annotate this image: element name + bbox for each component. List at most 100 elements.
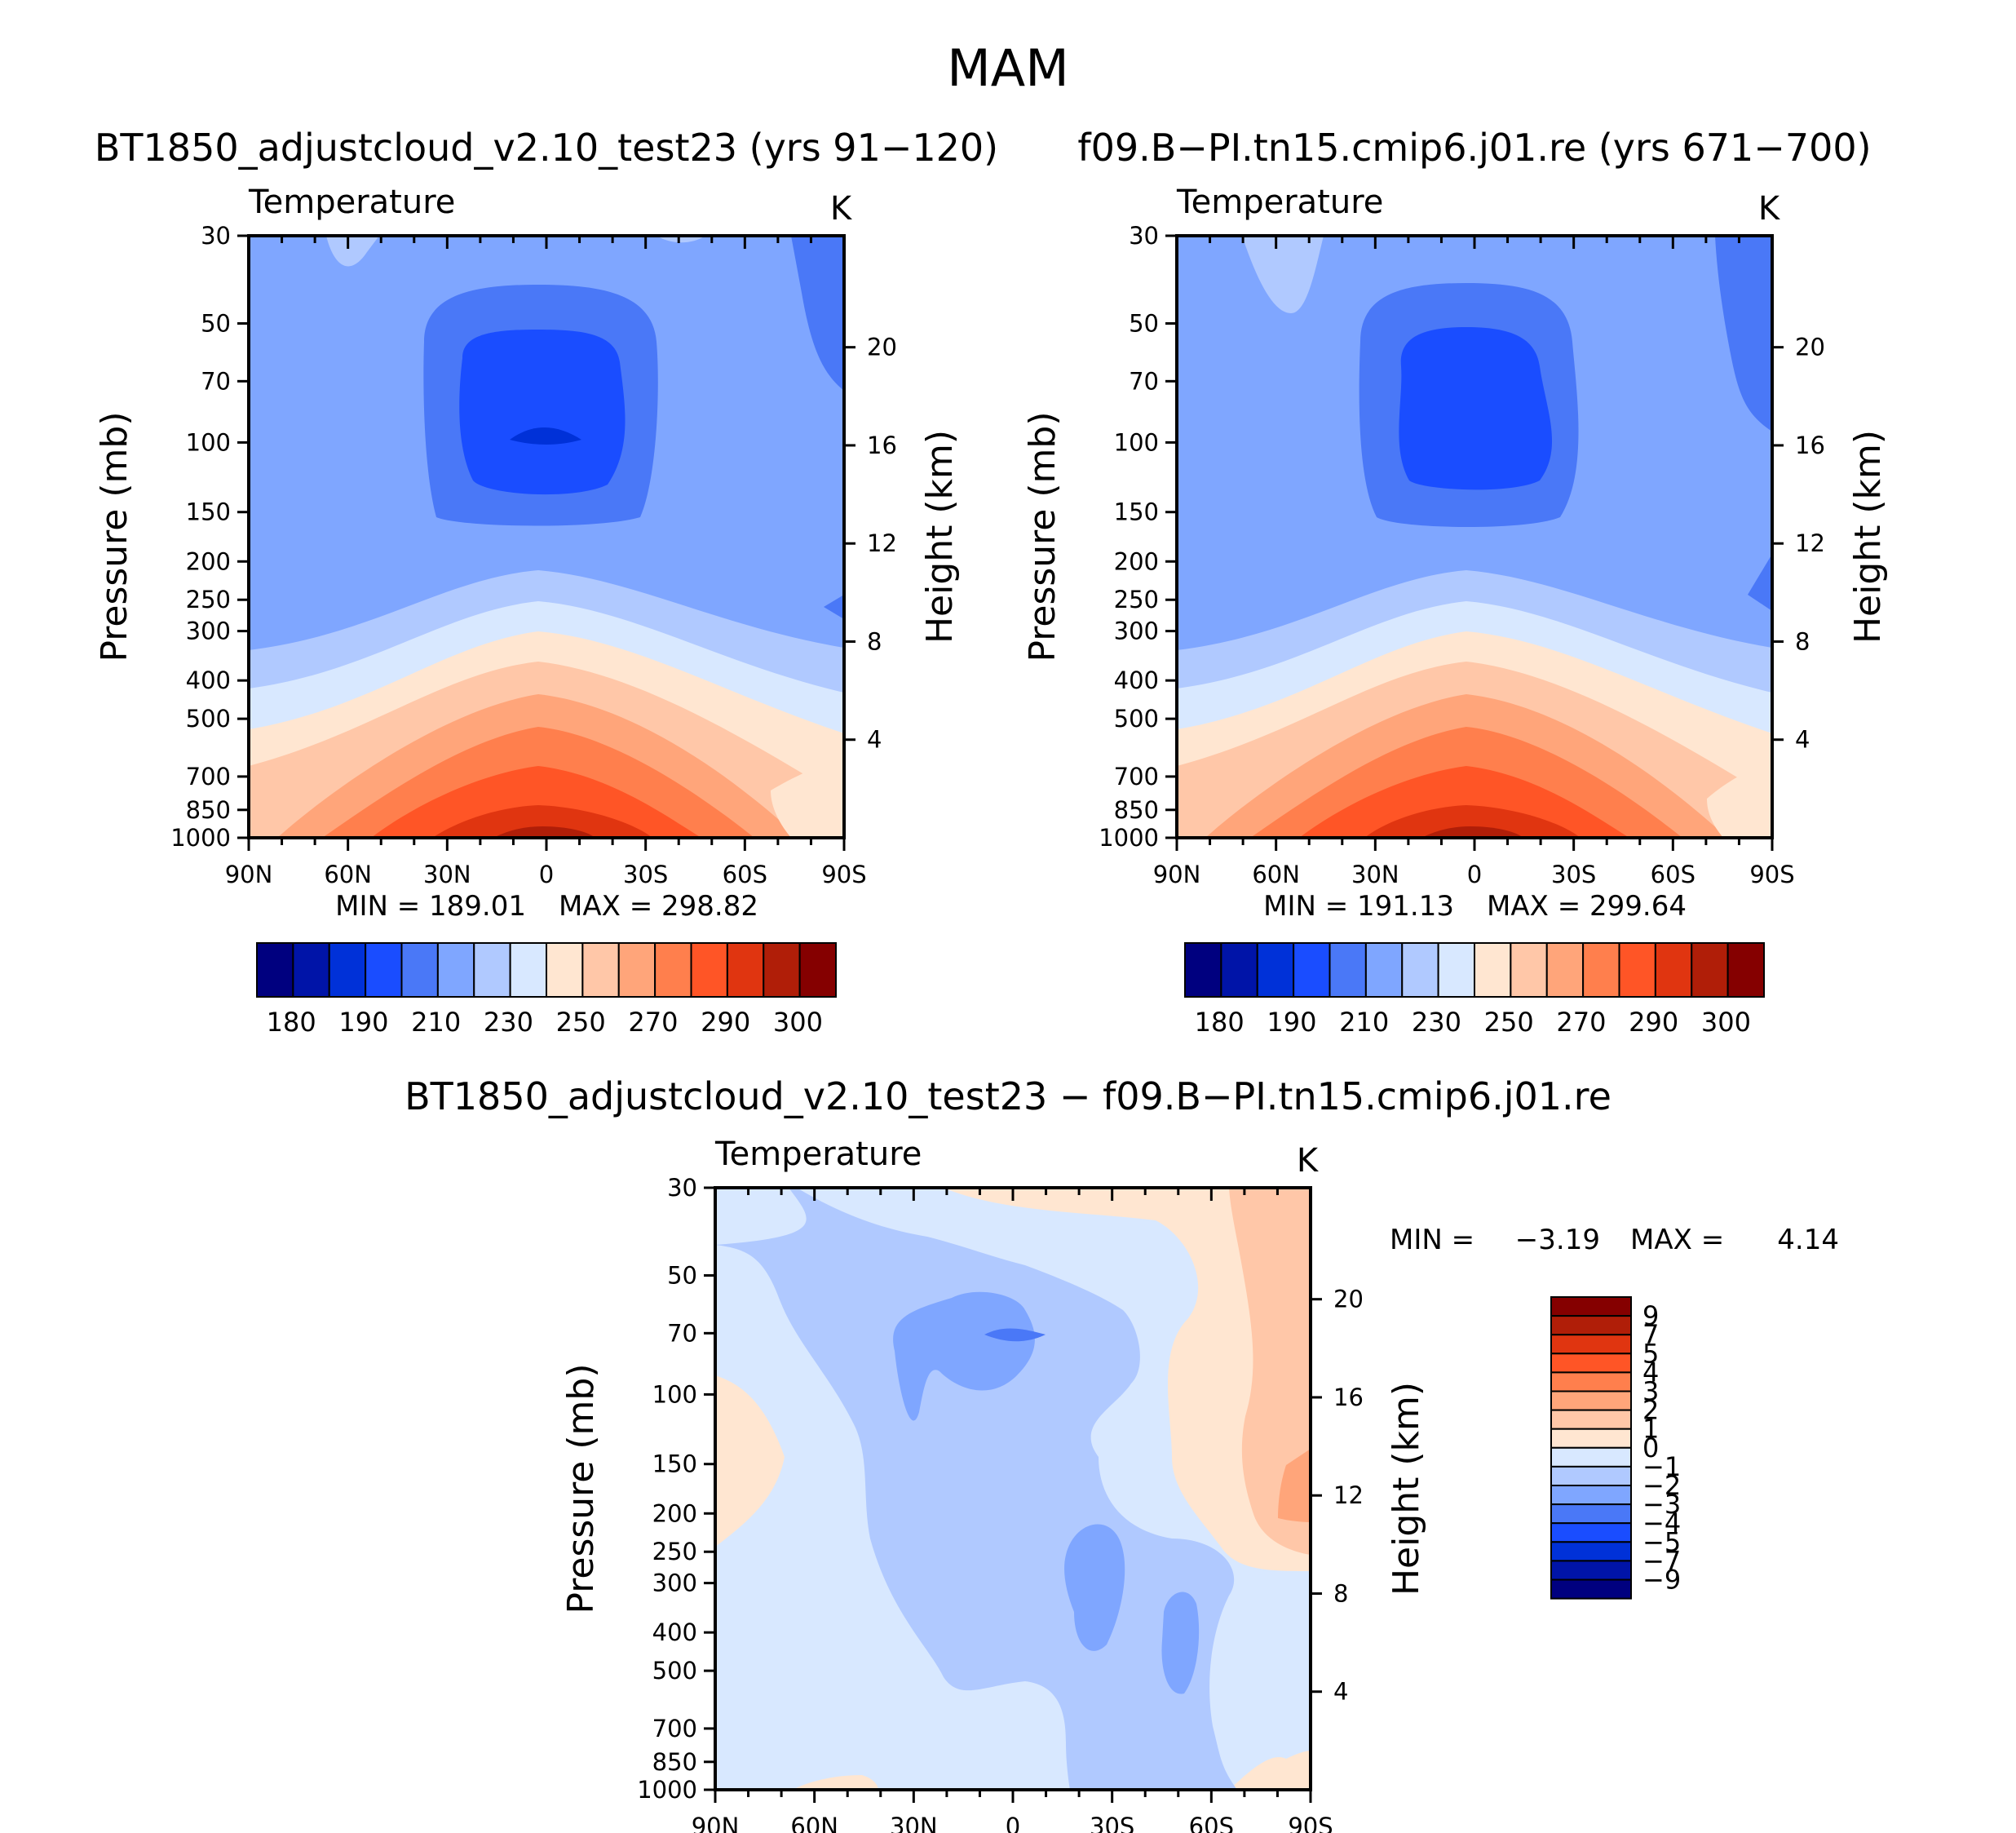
colorbar-label: 7 <box>1642 1319 1659 1350</box>
colorbar-swatch <box>436 942 475 998</box>
y2tick-label: 16 <box>867 432 897 459</box>
ytick-label: 850 <box>186 796 231 824</box>
panel-3-y2label: Height (km) <box>1386 1382 1427 1596</box>
colorbar-label: −4 <box>1642 1508 1681 1539</box>
colorbar-swatch <box>1550 1296 1632 1317</box>
colorbar-label: −1 <box>1642 1451 1681 1482</box>
y2tick-label: 20 <box>1795 334 1825 361</box>
ytick-label: 700 <box>1114 763 1159 790</box>
panel-3-units: K <box>1297 1142 1320 1180</box>
colorbar-swatch <box>546 942 584 998</box>
panel-2-variable: Temperature <box>1176 184 1383 221</box>
y2tick-label: 4 <box>1333 1678 1348 1706</box>
colorbar-swatch <box>581 942 620 998</box>
y2tick-label: 20 <box>1333 1286 1364 1313</box>
colorbar-label: 300 <box>773 1007 823 1038</box>
ytick-label: 50 <box>201 310 231 338</box>
ytick-label: 200 <box>1114 547 1159 575</box>
panel-1-y2label: Height (km) <box>919 430 961 644</box>
panel-3-contours <box>715 1188 1311 1790</box>
colorbar-swatch <box>1550 1315 1632 1336</box>
xtick-label: 30S <box>623 861 668 888</box>
colorbar-swatch <box>1550 1560 1632 1581</box>
colorbar-swatch <box>1329 942 1367 998</box>
y2tick-label: 16 <box>1795 432 1825 459</box>
xtick-label: 30N <box>890 1813 938 1833</box>
colorbar-swatch <box>726 942 765 998</box>
ytick-label: 100 <box>1114 428 1159 456</box>
colorbar-swatch <box>1550 1334 1632 1355</box>
colorbar-swatch <box>473 942 511 998</box>
panel-1-min: MIN = 189.01 <box>335 890 526 923</box>
xtick-label: 30N <box>1351 861 1399 888</box>
colorbar-label: 5 <box>1642 1338 1659 1369</box>
ytick-label: 400 <box>186 666 231 694</box>
colorbar-label: 250 <box>556 1007 606 1038</box>
colorbar-label: 210 <box>411 1007 461 1038</box>
colorbar-swatch <box>1618 942 1656 998</box>
ytick-label: 150 <box>186 498 231 526</box>
ytick-label: 300 <box>186 618 231 645</box>
panel-1: Temperature K <box>94 184 961 923</box>
panel-3-ylabel: Pressure (mb) <box>560 1364 602 1614</box>
panel-2-xticklabels: 90N 60N 30N 0 30S 60S 90S <box>1153 861 1795 888</box>
panel-2-y2ticklabels: 20 16 12 8 4 <box>1795 334 1825 754</box>
xtick-label: 60S <box>1189 1813 1234 1833</box>
colorbar-label: 250 <box>1484 1007 1534 1038</box>
ytick-label: 1000 <box>170 824 231 852</box>
colorbar-swatch <box>1550 1541 1632 1562</box>
ytick-label: 200 <box>652 1499 697 1527</box>
colorbar-swatch <box>654 942 692 998</box>
colorbar-label: −5 <box>1642 1526 1681 1557</box>
ytick-label: 70 <box>667 1319 697 1347</box>
y2tick-label: 4 <box>867 726 882 754</box>
panel-1-max: MAX = 298.82 <box>559 890 758 923</box>
ytick-label: 70 <box>201 367 231 395</box>
xtick-label: 30N <box>423 861 471 888</box>
colorbar-label: 4 <box>1642 1357 1659 1388</box>
xtick-label: 30S <box>1090 1813 1134 1833</box>
xtick-label: 60S <box>1651 861 1695 888</box>
ytick-label: 1000 <box>1099 824 1159 852</box>
colorbar-swatch <box>690 942 728 998</box>
colorbar-swatch <box>1550 1485 1632 1506</box>
xtick-label: 0 <box>1467 861 1482 888</box>
colorbar-swatch <box>1550 1503 1632 1525</box>
colorbar-label: −2 <box>1642 1470 1681 1501</box>
panel-3-min-value: −3.19 <box>1515 1224 1600 1256</box>
ytick-label: 50 <box>1129 310 1159 338</box>
ytick-label: 250 <box>186 586 231 613</box>
panel-3-min-label: MIN = <box>1390 1224 1474 1256</box>
colorbar-label: −9 <box>1642 1565 1681 1596</box>
ytick-label: 400 <box>652 1618 697 1646</box>
ytick-label: 500 <box>186 705 231 733</box>
colorbar-2: 180 190 210 230 250 270 290 300 <box>1184 942 1765 1038</box>
colorbar-label: 290 <box>1629 1007 1678 1038</box>
panel-2-max: MAX = 299.64 <box>1487 890 1687 923</box>
colorbar-label: 270 <box>628 1007 678 1038</box>
panel-1-variable: Temperature <box>248 184 455 221</box>
colorbar-swatch <box>1550 1578 1632 1600</box>
figure-title: MAM <box>947 38 1068 98</box>
colorbar-swatch <box>1550 1353 1632 1374</box>
colorbar-swatch <box>365 942 403 998</box>
panel-2-y2label: Height (km) <box>1847 430 1889 644</box>
colorbar-label: 3 <box>1642 1376 1659 1407</box>
ytick-label: 700 <box>652 1715 697 1742</box>
ytick-label: 150 <box>652 1450 697 1478</box>
colorbar-label: 270 <box>1556 1007 1606 1038</box>
colorbar-label: 9 <box>1642 1300 1659 1331</box>
colorbar-swatch <box>1726 942 1765 998</box>
colorbar-swatch <box>1364 942 1404 998</box>
xtick-label: 90N <box>692 1813 740 1833</box>
colorbar-swatch <box>1582 942 1620 998</box>
y2tick-label: 16 <box>1333 1384 1364 1411</box>
colorbar-label: 180 <box>267 1007 316 1038</box>
ytick-label: 250 <box>1114 586 1159 613</box>
y2tick-label: 8 <box>1795 627 1810 655</box>
